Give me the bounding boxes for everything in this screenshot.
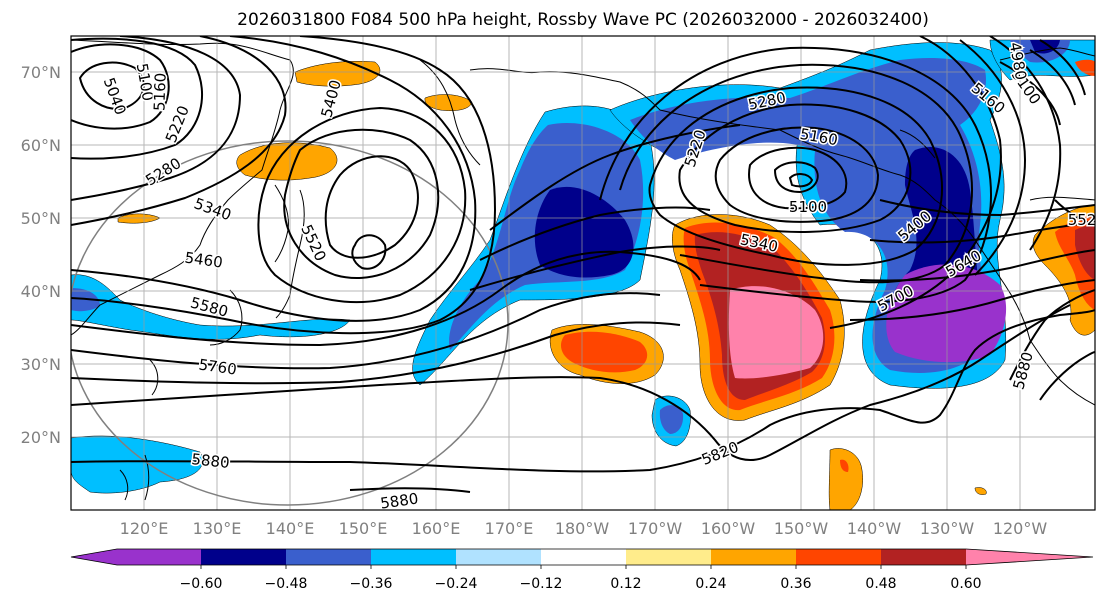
lon-label: 160°E (412, 519, 461, 538)
colorbar-segment (796, 549, 882, 565)
lon-axis: 120°E 130°E 140°E 150°E 160°E 170°E 180°… (120, 519, 1048, 538)
colorbar-tick-label: 0.48 (865, 576, 896, 592)
colorbar-extend-max (966, 549, 1093, 565)
lat-label: 20°N (21, 428, 61, 447)
colorbar-segment (711, 549, 797, 565)
lon-label: 170°W (628, 519, 683, 538)
colorbar-tick-label: 0.60 (950, 576, 981, 592)
lon-label: 150°W (774, 519, 829, 538)
colorbar-tick-label: −0.24 (435, 576, 478, 592)
colorbar-tick-label: 0.12 (610, 576, 641, 592)
lon-label: 140°E (266, 519, 315, 538)
lon-label: 150°E (339, 519, 388, 538)
lat-label: 40°N (21, 282, 61, 301)
colorbar-segment (626, 549, 712, 565)
lon-label: 130°W (920, 519, 975, 538)
colorbar-tick-label: −0.60 (180, 576, 223, 592)
colorbar-segment (456, 549, 542, 565)
lat-axis: 70°N 60°N 50°N 40°N 30°N 20°N (21, 63, 61, 447)
contour-label-5160-nw: 5160 (150, 72, 169, 111)
map-panel: 5040 5100 5160 5220 5280 5340 5400 5460 … (68, 36, 1096, 513)
colorbar-segment (117, 549, 202, 565)
colorbar-segment (881, 549, 966, 565)
lat-label: 60°N (21, 136, 61, 155)
lon-label: 140°W (847, 519, 902, 538)
colorbar-tick-label: 0.24 (695, 576, 726, 592)
colorbar-tick-label: −0.12 (520, 576, 563, 592)
colorbar-segment (201, 549, 287, 565)
contour-label-5520-ne: 552 (1068, 211, 1097, 229)
colorbar-extend-min (71, 549, 117, 565)
lat-label: 70°N (21, 63, 61, 82)
colorbar-segment (371, 549, 457, 565)
colorbar-tick-label: −0.48 (265, 576, 308, 592)
lon-label: 180°W (555, 519, 610, 538)
lon-label: 160°W (701, 519, 756, 538)
colorbar: −0.60 −0.48 −0.36 −0.24 −0.12 0.12 0.24 … (71, 549, 1093, 592)
lat-label: 50°N (21, 209, 61, 228)
colorbar-tick-label: −0.36 (350, 576, 393, 592)
lon-label: 130°E (193, 519, 242, 538)
colorbar-tick-label: 0.36 (780, 576, 811, 592)
contour-label-5100-e: 5100 (789, 198, 827, 216)
lon-label: 120°E (120, 519, 169, 538)
lon-label: 120°W (993, 519, 1048, 538)
map-title: 2026031800 F084 500 hPa height, Rossby W… (237, 10, 929, 30)
colorbar-segment (286, 549, 372, 565)
colorbar-segment (541, 549, 627, 565)
lat-label: 30°N (21, 355, 61, 374)
lon-label: 170°E (485, 519, 534, 538)
